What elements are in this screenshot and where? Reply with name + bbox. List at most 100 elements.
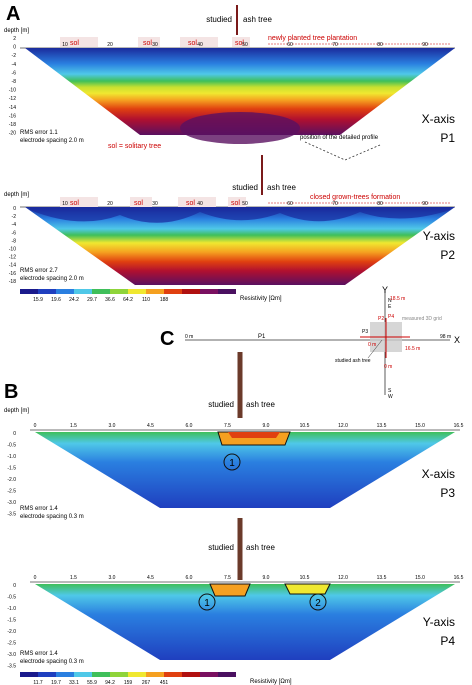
sol-box-p2-4 <box>228 197 246 207</box>
p2-xtick-2: 30 <box>152 201 158 207</box>
p3-xtick-2: 3.0 <box>109 423 116 429</box>
legend-a-value-6: 110 <box>142 297 150 303</box>
legend-a-unit: Resistivity [Ωm] <box>240 296 282 302</box>
sol-box-4 <box>232 37 250 47</box>
p3-xtick-4: 6.0 <box>186 423 193 429</box>
sol-label-p2-4: sol <box>231 200 240 207</box>
top-dist-label: 18.5 m <box>390 296 405 302</box>
p4-xtick-6: 9.0 <box>263 575 270 581</box>
p4-ytick-1: -0.5 <box>7 595 16 601</box>
legend-b-swatch-1 <box>38 672 56 677</box>
w-label: W <box>388 394 393 400</box>
p4-xtick-9: 13.5 <box>377 575 387 581</box>
legend-b-swatch-3 <box>74 672 92 677</box>
panel-b-letter: B <box>4 381 18 403</box>
profile-name-p1: P1 <box>440 131 455 145</box>
p1-ytick-6: -10 <box>9 88 16 94</box>
marker-1-circle-p3 <box>223 453 241 471</box>
grid-label: measured 3D grid <box>402 316 442 322</box>
profile-name-p3: P3 <box>440 486 455 500</box>
profile-p1: depth [m] X-axis P1 RMS error 1.1 electr… <box>4 28 455 161</box>
sol-label-4: sol <box>235 40 244 47</box>
legend-a-swatch-4 <box>92 289 110 294</box>
p3-xtick-6: 9.0 <box>263 423 270 429</box>
p4-xtick-5: 7.5 <box>224 575 231 581</box>
p3-ytick-1: -0.5 <box>7 443 16 449</box>
p1-ytick-7: -12 <box>9 96 16 102</box>
p2-xtick-8: 90 <box>422 201 428 207</box>
p4-label: P4 <box>388 314 394 320</box>
spacing-p3: electrode spacing 0.3 m <box>20 514 84 520</box>
p1-xtick-2: 30 <box>152 42 158 48</box>
profile-name-p4: P4 <box>440 634 455 648</box>
p1-ytick-3: -4 <box>12 62 17 68</box>
p4-xtick-3: 4.5 <box>147 575 154 581</box>
high-resistivity-zone-p4-a <box>209 583 251 597</box>
axis-title-p4: Y-axis <box>423 615 455 629</box>
p2-xtick-3: 40 <box>197 201 203 207</box>
p2-ytick-5: -10 <box>9 247 16 253</box>
p1-xtick-7: 80 <box>377 42 383 48</box>
legend-b: 11.7 19.7 33.1 55.9 94.2 159 267 451 <box>20 672 236 685</box>
p2-ytick-1: -2 <box>12 214 17 220</box>
legend-b-swatch-8 <box>164 672 182 677</box>
y-ticks-p4: 0 -0.5 -1.0 -1.5 -2.0 -2.5 -3.0 -3.5 <box>7 583 16 670</box>
legend-b-swatch-4 <box>92 672 110 677</box>
legend-b-swatch-2 <box>56 672 74 677</box>
p4-ytick-6: -3.0 <box>7 652 16 658</box>
resistivity-section-p3 <box>35 432 455 508</box>
legend-a: 15.9 19.6 24.2 29.7 36.6 64.2 110 188 <box>20 289 236 303</box>
legend-b-swatch-6 <box>128 672 146 677</box>
p3-ytick-5: -2.5 <box>7 489 16 495</box>
sol-bracket-3: sol <box>180 37 218 47</box>
sol-box-p2-2 <box>130 197 152 207</box>
p2-xtick-0: 10 <box>62 201 68 207</box>
sol-bracket-p2-2: sol <box>130 197 152 207</box>
highest-resistivity-zone-p3 <box>228 432 280 438</box>
sol-box-1 <box>60 37 98 47</box>
legend-a-swatch-3 <box>74 289 92 294</box>
marker-1-p4: 1 <box>204 598 210 609</box>
legend-b-value-1: 19.7 <box>51 680 61 685</box>
profile-p3: depth [m] 1 X-axis P3 RMS error 1.4 elec… <box>4 408 464 520</box>
p2-ytick-9: -18 <box>9 279 16 285</box>
p2-ytick-2: -4 <box>12 222 17 228</box>
p3-xtick-11: 16.5 <box>454 423 464 429</box>
marker-1-circle-p4 <box>198 593 216 611</box>
legend-a-swatch-10 <box>200 289 218 294</box>
p4-ytick-0: 0 <box>13 583 16 589</box>
sol-label-p2-1: sol <box>70 200 79 207</box>
s-label: S <box>388 388 392 394</box>
legend-a-swatch-5 <box>110 289 128 294</box>
resistivity-section-p2 <box>25 207 455 285</box>
sol-bracket-2: sol <box>138 37 160 47</box>
axis-title-p2: Y-axis <box>423 229 455 243</box>
legend-b-value-7: 451 <box>160 680 169 685</box>
depth-label-p3: depth [m] <box>4 408 29 414</box>
p3-xtick-10: 15.0 <box>415 423 425 429</box>
x-ticks-p1: 10 20 30 40 50 60 70 80 90 <box>62 42 428 48</box>
panel-c-map: C X Y N S E W measured 3D grid P1 P2 P3 … <box>160 285 460 400</box>
legend-a-value-5: 64.2 <box>123 297 133 303</box>
legend-a-swatch-7 <box>146 289 164 294</box>
studied-label-a2: studied <box>232 183 258 192</box>
resistivity-section-p1 <box>25 48 455 135</box>
bottom-0-label: 0 m <box>384 364 392 370</box>
studied-label-a: studied <box>206 15 232 24</box>
legend-a-value-0: 15.9 <box>33 297 43 303</box>
sol-label-1: sol <box>70 40 79 47</box>
legend-a-value-1: 19.6 <box>51 297 61 303</box>
legend-a-value-4: 36.6 <box>105 297 115 303</box>
spacing-p1: electrode spacing 2.0 m <box>20 138 84 144</box>
p2-xtick-6: 70 <box>332 201 338 207</box>
panel-c-letter: C <box>160 328 174 350</box>
p4-xtick-10: 15.0 <box>415 575 425 581</box>
p3-label: P3 <box>362 329 368 335</box>
x-axis-label: X <box>454 335 460 345</box>
legend-b-swatch-7 <box>146 672 164 677</box>
p2-ytick-8: -16 <box>9 271 16 277</box>
legend-a-value-7: 188 <box>160 297 169 303</box>
profile-name-p2: P2 <box>440 248 455 262</box>
x-ticks-p4: 0 1.5 3.0 4.5 6.0 7.5 9.0 10.5 12.0 13.5 15.0 16.5 <box>34 575 464 581</box>
legend-a-swatch-8 <box>164 289 182 294</box>
